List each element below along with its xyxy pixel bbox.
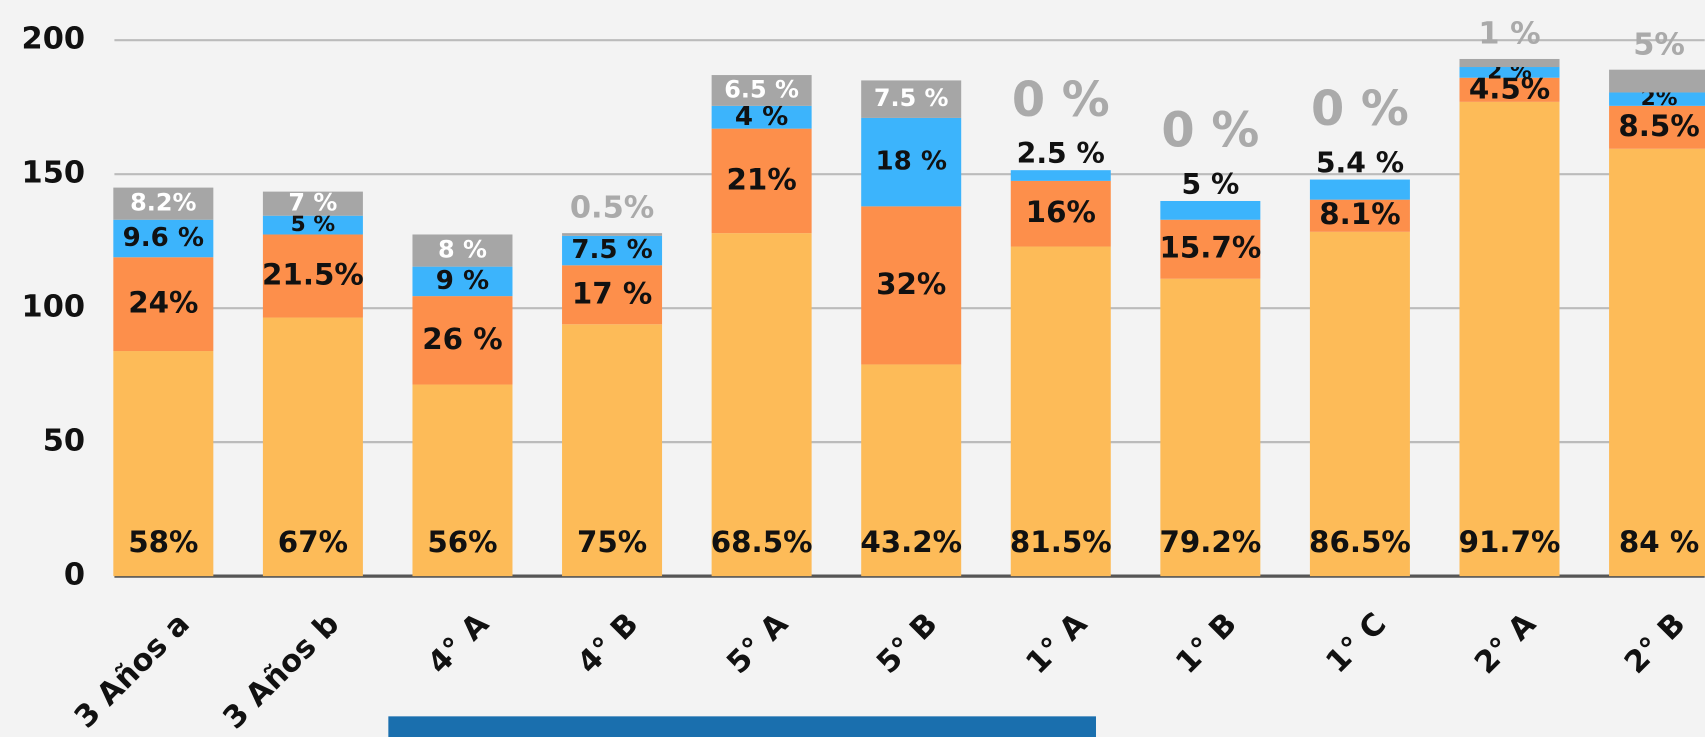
chart: 0 50 100 150 200 58% 24% 9.6 % 8.2% 3 Años a 67% 21…: [0, 0, 1705, 737]
segment-label: 5%: [1633, 27, 1685, 62]
segment-label: 8.1%: [1319, 197, 1400, 231]
x-tick-label: 2° A: [1468, 606, 1543, 681]
segment-label: 0 %: [1012, 73, 1110, 128]
segment-label: 43.2%: [860, 525, 962, 559]
x-tick-label: 1° A: [1020, 606, 1095, 681]
segment-label: 0 %: [1161, 104, 1259, 159]
segment-label: 21%: [727, 162, 797, 196]
x-tick-label: 1° C: [1320, 607, 1394, 681]
segment-label: 7.5 %: [874, 84, 949, 112]
bar-segment: [1609, 149, 1705, 576]
x-tick-label: 4° B: [571, 607, 645, 681]
segment-label: 58%: [128, 525, 198, 559]
segment-label: 8 %: [438, 236, 487, 264]
segment-label: 84 %: [1619, 525, 1699, 559]
bar-segment: [1459, 102, 1559, 576]
segment-label: 6.5 %: [724, 75, 799, 103]
segment-label: 4 %: [735, 102, 788, 132]
bar-segment: [1310, 180, 1410, 200]
bar-segment: [1459, 59, 1559, 67]
segment-label: 26 %: [422, 322, 502, 356]
segment-label: 91.7%: [1459, 525, 1561, 559]
x-tick-label: 3 Años a: [68, 607, 197, 736]
segment-label: 86.5%: [1309, 525, 1411, 559]
segment-label: 0 %: [1311, 82, 1409, 137]
bar-segment: [1609, 70, 1705, 93]
decor-banner: [388, 716, 1096, 737]
bar-segment: [562, 233, 662, 236]
x-tick-label: 3 Años b: [217, 607, 347, 737]
x-tick-label: 5° B: [870, 607, 944, 681]
segment-label: 68.5%: [711, 525, 813, 559]
y-tick-label: 200: [22, 22, 86, 57]
segment-label: 32%: [876, 267, 946, 301]
segment-label: 2.5 %: [1017, 137, 1105, 170]
segment-label: 1 %: [1478, 17, 1540, 52]
segment-label: 79.2%: [1159, 525, 1261, 559]
y-tick-label: 50: [43, 424, 85, 459]
bar-segment: [1011, 170, 1111, 181]
segment-label: 9.6 %: [123, 223, 204, 253]
y-tick-label: 100: [22, 290, 86, 325]
segment-label: 7 %: [288, 189, 337, 217]
segment-label: 15.7%: [1159, 231, 1261, 265]
segment-label: 75%: [577, 525, 647, 559]
segment-label: 21.5%: [262, 258, 364, 292]
segment-label: 17 %: [572, 276, 652, 310]
x-tick-label: 4° A: [421, 606, 496, 681]
segment-label: 5 %: [1181, 168, 1239, 201]
bar-segment: [1160, 201, 1260, 220]
x-tick-label: 5° A: [720, 606, 795, 681]
segment-label: 0.5%: [570, 191, 654, 226]
segment-label: 5.4 %: [1316, 146, 1404, 179]
segment-label: 67%: [278, 525, 348, 559]
x-tick-label: 2° B: [1618, 607, 1692, 681]
segment-label: 16%: [1026, 195, 1096, 229]
segment-label: 81.5%: [1010, 525, 1112, 559]
x-tick-label: 1° B: [1169, 607, 1243, 681]
segment-label: 9 %: [436, 266, 489, 296]
segment-label: 56%: [427, 525, 497, 559]
segment-label: 24%: [128, 286, 198, 320]
segment-label: 18 %: [875, 147, 947, 177]
y-tick-label: 150: [22, 156, 86, 191]
segment-label: 8.2%: [130, 189, 196, 217]
y-tick-label: 0: [64, 558, 85, 593]
segment-label: 7.5 %: [571, 235, 652, 265]
segment-label: 8.5%: [1618, 109, 1699, 143]
